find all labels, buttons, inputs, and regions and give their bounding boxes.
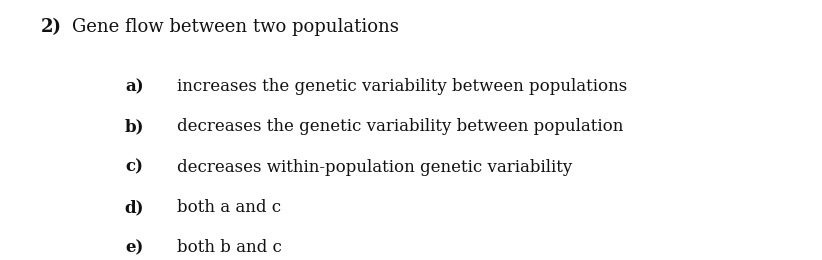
Text: e): e) (126, 239, 144, 256)
Text: both a and c: both a and c (177, 199, 281, 216)
Text: both b and c: both b and c (177, 239, 282, 256)
Text: d): d) (124, 199, 144, 216)
Text: a): a) (125, 78, 144, 95)
Text: c): c) (126, 159, 144, 176)
Text: decreases the genetic variability between population: decreases the genetic variability betwee… (177, 118, 623, 135)
Text: decreases within-population genetic variability: decreases within-population genetic vari… (177, 159, 572, 176)
Text: Gene flow between two populations: Gene flow between two populations (72, 18, 399, 36)
Text: b): b) (124, 118, 144, 135)
Text: 2): 2) (41, 18, 62, 36)
Text: increases the genetic variability between populations: increases the genetic variability betwee… (177, 78, 627, 95)
